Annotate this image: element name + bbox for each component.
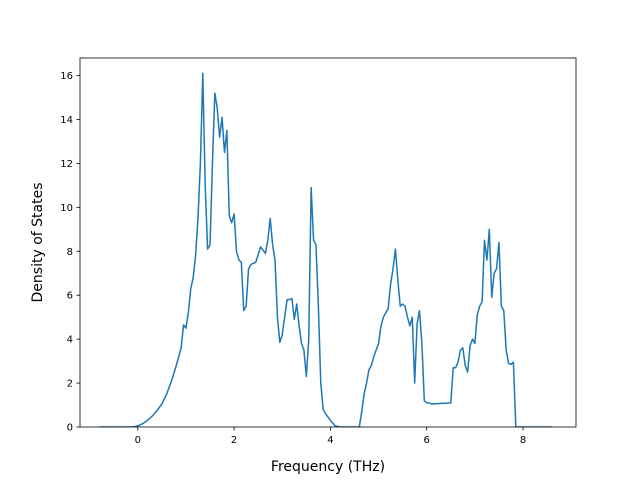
plot-area (79, 57, 577, 428)
y-tick-label: 4 (67, 335, 73, 346)
y-tick-label: 6 (67, 291, 73, 302)
x-tick-label: 2 (231, 435, 237, 446)
axes-frame (79, 57, 577, 428)
y-axis-label: Density of States (30, 183, 46, 303)
x-tick-label: 0 (135, 435, 141, 446)
y-tick-label: 2 (67, 379, 73, 390)
y-tick-label: 0 (67, 423, 73, 434)
ticks: 0 2 4 6 8 0 2 4 6 8 10 12 14 16 (60, 71, 526, 446)
x-tick-label: 8 (520, 435, 526, 446)
y-tick-label: 10 (60, 203, 73, 214)
y-tick-label: 14 (60, 115, 73, 126)
series-line (99, 72, 552, 427)
x-tick-label: 4 (327, 435, 333, 446)
x-axis-label: Frequency (THz) (271, 459, 385, 475)
y-tick-label: 8 (67, 247, 73, 258)
y-tick-label: 16 (60, 71, 73, 82)
x-tick-label: 6 (424, 435, 430, 446)
y-tick-label: 12 (60, 159, 73, 170)
